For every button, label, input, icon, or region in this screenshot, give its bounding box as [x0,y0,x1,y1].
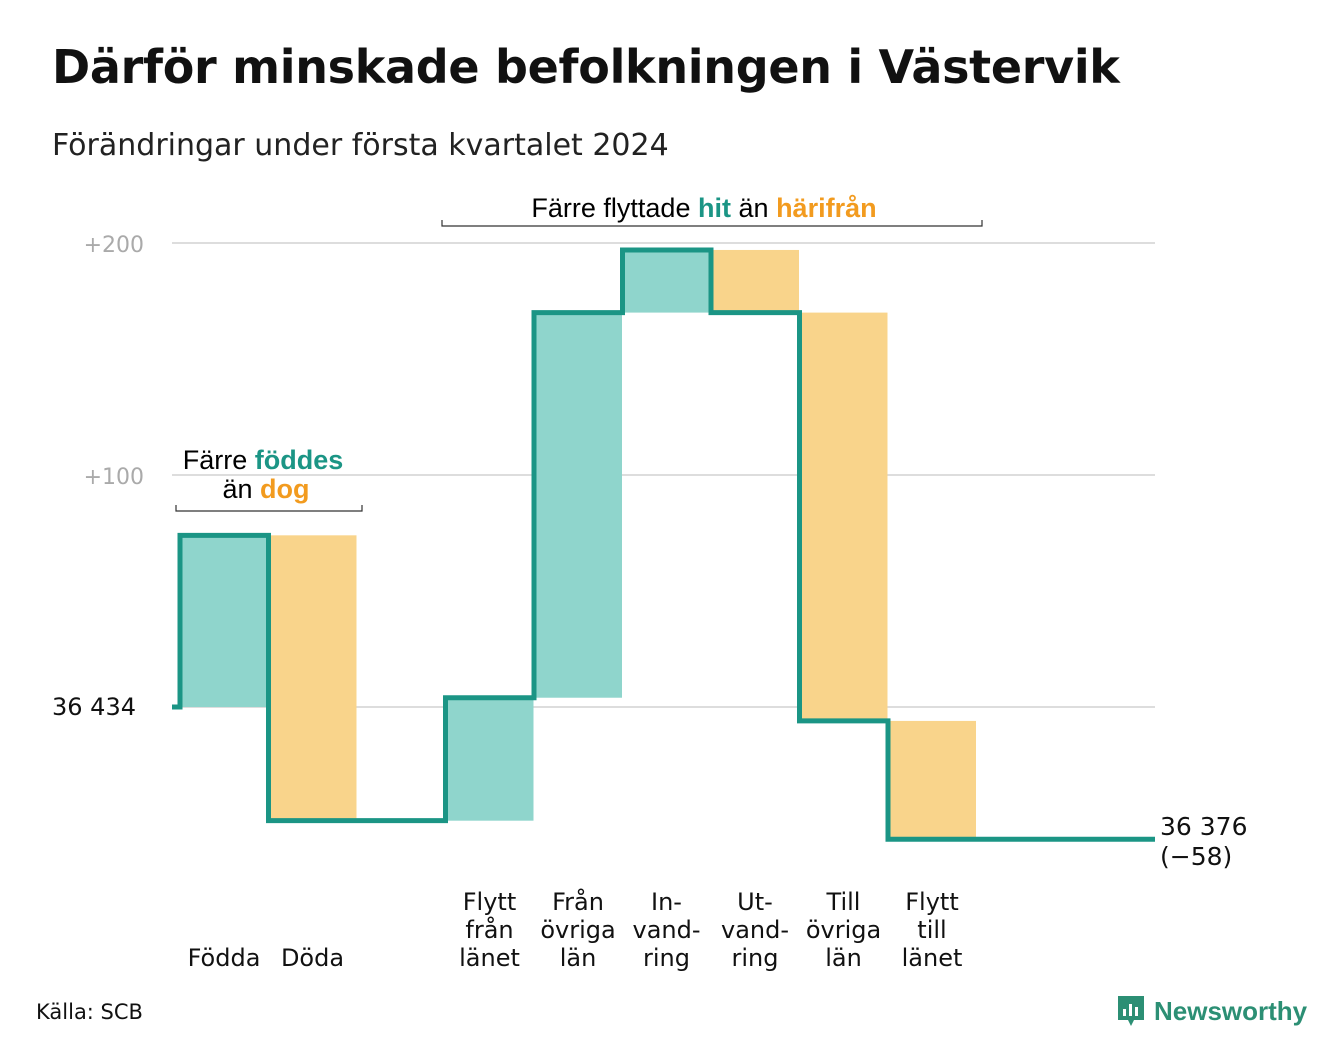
chart-subtitle: Förändringar under första kvartalet 2024 [52,128,669,163]
moves-annotation-bracket [441,220,983,227]
y-tick-label: +200 [84,233,144,258]
end-value-label: 36 376 [1160,812,1247,841]
chart-title: Därför minskade befolkningen i Västervik [52,40,1120,94]
waterfall-bar [534,312,622,698]
category-label: länet [459,944,520,972]
category-label: vand- [721,916,789,944]
category-label: Ut- [737,888,773,916]
category-label: Flytt [905,888,959,916]
moves-annotation-highlight: hit [698,193,731,223]
brand-name: Newsworthy [1154,995,1308,1026]
category-label: In- [651,888,682,916]
births-annotation-highlight: föddes [255,445,344,475]
waterfall-bar [445,697,534,821]
moves-annotation: Färre flyttade hit än härifrån [441,193,983,227]
start-value-label: 36 434 [52,693,136,721]
category-label: län [560,944,597,972]
waterfall-bar [268,535,357,821]
moves-annotation-highlight2: härifrån [776,193,877,223]
cumulative-line-path [172,247,1155,842]
bars [180,249,976,840]
category-label: ring [732,944,779,972]
births-annotation-pre: Färre [183,445,248,475]
waterfall-bar [622,249,711,313]
births-annotation-line2-highlight: dog [260,474,309,504]
end-change-label: (−58) [1160,842,1232,871]
waterfall-bar [180,535,268,707]
newsworthy-logo-icon [1118,996,1144,1026]
category-label: vand- [632,916,700,944]
waterfall-bar [711,249,799,313]
births-annotation-bracket [175,505,363,512]
category-label: Flytt [463,888,517,916]
category-label: Från [552,887,604,916]
category-label: från [465,915,513,944]
category-label: övriga [540,916,615,944]
category-label: länet [902,944,963,972]
category-label: Födda [188,944,261,972]
category-label: till [917,916,946,944]
cumulative-line [172,247,1155,842]
svg-text:Färre föddes: Färre föddes [183,445,344,475]
category-label: Döda [281,944,344,972]
category-label: län [825,944,862,972]
svg-text:än dog: än dog [222,474,309,504]
category-label: ring [643,944,690,972]
births-annotation: Färre föddes än dog [175,445,363,512]
category-label: övriga [806,916,881,944]
moves-annotation-pre: Färre flyttade [531,193,690,223]
waterfall-bar [888,720,976,840]
category-label: Till [826,888,861,916]
waterfall-bar [799,312,888,721]
births-annotation-line2-pre: än [222,474,252,504]
source-note: Källa: SCB [36,1000,143,1024]
svg-text:Färre flyttade hit: Färre flyttade hit än härifrån [531,193,876,223]
y-tick-label: +100 [84,465,144,490]
labels: Födda DödaFlyttfrånlänetFrånövrigalänIn-v… [52,693,1247,972]
brand-logo: Newsworthy [1116,994,1307,1028]
moves-annotation-mid: än [739,193,769,223]
